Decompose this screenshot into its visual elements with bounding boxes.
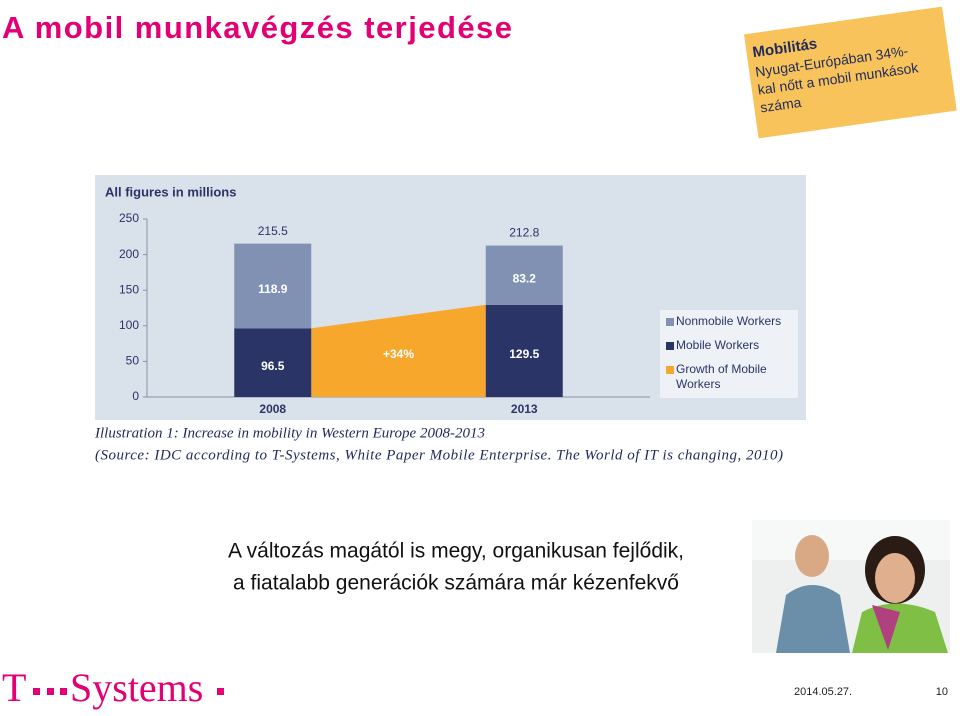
legend-label: Growth of Mobile Workers bbox=[676, 362, 767, 391]
x-tick-label: 2008 bbox=[259, 402, 286, 416]
legend-label: Mobile Workers bbox=[676, 338, 760, 352]
logo-dot bbox=[60, 688, 67, 695]
logo-dot bbox=[33, 688, 40, 695]
y-tick-label: 0 bbox=[132, 389, 139, 403]
bar-segment bbox=[234, 243, 312, 329]
growth-area bbox=[311, 304, 486, 397]
slide-title: A mobil munkavégzés terjedése bbox=[2, 10, 512, 45]
page-number: 10 bbox=[936, 686, 948, 698]
note-line: száma bbox=[759, 94, 802, 116]
chart: 0 50 100 150 200 250 +34% 96.5 118.9 215.5 2008 129… bbox=[119, 211, 798, 416]
y-tick-label: 250 bbox=[119, 211, 139, 225]
legend-entry: Nonmobile Workers bbox=[676, 314, 782, 328]
body-text: A változás magától is megy, organikusan … bbox=[228, 540, 684, 563]
caption: (Source: IDC according to T-Systems, Whi… bbox=[95, 447, 783, 463]
person-head bbox=[795, 535, 829, 577]
data-label: 118.9 bbox=[258, 282, 288, 296]
person-head bbox=[875, 553, 915, 603]
legend-label: Nonmobile Workers bbox=[676, 314, 782, 328]
y-tick-label: 200 bbox=[119, 247, 139, 261]
chart-title: All figures in millions bbox=[105, 184, 236, 199]
y-tick-label: 100 bbox=[119, 318, 139, 332]
logo-name: Systems bbox=[70, 665, 203, 710]
sticky-note: Mobilitás Nyugat-Európában 34%- kal nőtt… bbox=[744, 6, 957, 139]
bar-segment bbox=[234, 328, 312, 397]
data-label: 96.5 bbox=[261, 359, 285, 373]
growth-label: +34% bbox=[383, 347, 414, 361]
date: 2014.05.27. bbox=[794, 686, 852, 698]
legend-entry: Growth of Mobile Workers bbox=[676, 362, 767, 391]
total-label: 215.5 bbox=[258, 224, 288, 238]
data-label: 129.5 bbox=[509, 347, 539, 361]
logo-dot bbox=[217, 688, 224, 695]
legend-box bbox=[660, 310, 798, 398]
body-text: a fiatalabb generációk számára már kézen… bbox=[233, 572, 679, 595]
photo bbox=[752, 520, 950, 653]
note-paper bbox=[744, 6, 957, 139]
total-label: 212.8 bbox=[509, 226, 539, 240]
y-tick-label: 50 bbox=[126, 354, 140, 368]
person-body bbox=[776, 585, 850, 653]
logo: T Systems bbox=[2, 665, 224, 710]
legend-swatch bbox=[666, 366, 674, 374]
bar-segment bbox=[485, 304, 563, 397]
y-tick-label: 150 bbox=[119, 282, 139, 296]
bar-segment bbox=[485, 245, 563, 305]
data-label: 83.2 bbox=[513, 271, 537, 285]
legend-swatch bbox=[666, 342, 674, 350]
logo-t: T bbox=[2, 665, 26, 710]
caption: Illustration 1: Increase in mobility in … bbox=[94, 425, 485, 441]
legend-swatch bbox=[666, 318, 674, 326]
logo-dot bbox=[47, 688, 54, 695]
scarf bbox=[872, 605, 900, 650]
x-tick-label: 2013 bbox=[511, 402, 538, 416]
legend-entry: Mobile Workers bbox=[676, 338, 760, 352]
